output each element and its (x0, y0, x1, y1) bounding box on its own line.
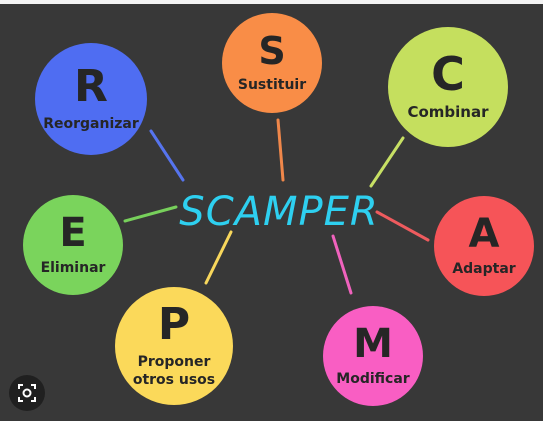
node-label: Eliminar (40, 259, 106, 276)
node-letter: C (431, 47, 465, 102)
node-label: Combinar (407, 103, 489, 122)
node-letter: S (258, 28, 286, 73)
node-label: Proponer otros usos (132, 353, 216, 388)
node-letter: M (353, 320, 393, 367)
node-adaptar: A Adaptar (434, 196, 534, 296)
connector-c (369, 136, 405, 188)
node-proponer-otros-usos: P Proponer otros usos (115, 287, 233, 405)
connector-p (204, 230, 233, 285)
connector-lines (123, 118, 430, 295)
node-combinar: C Combinar (388, 27, 508, 147)
node-label: Reorganizar (43, 115, 139, 132)
node-reorganizar: R Reorganizar (35, 43, 147, 155)
node-label: Sustituir (237, 76, 307, 93)
connector-m (331, 234, 353, 295)
node-label: Modificar (336, 370, 410, 387)
center-title: SCAMPER (179, 189, 379, 235)
connector-e (123, 205, 178, 223)
connector-s (276, 118, 285, 182)
lens-search-button[interactable] (9, 375, 45, 411)
node-letter: A (468, 210, 500, 257)
lens-search-icon (18, 384, 36, 402)
connector-a (375, 210, 430, 242)
node-eliminar: E Eliminar (23, 195, 123, 295)
node-letter: R (74, 60, 108, 112)
connector-r (149, 129, 185, 182)
node-modificar: M Modificar (323, 306, 423, 406)
node-letter: P (157, 298, 191, 350)
scamper-diagram: SCAMPER S Sustituir C Combinar A Adaptar… (0, 4, 543, 421)
node-label: Adaptar (452, 260, 516, 277)
node-sustituir: S Sustituir (222, 13, 322, 113)
node-letter: E (59, 209, 87, 256)
